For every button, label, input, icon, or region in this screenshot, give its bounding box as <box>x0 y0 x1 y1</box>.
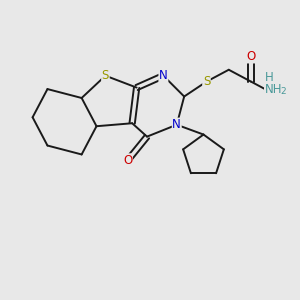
Text: O: O <box>246 50 256 63</box>
Text: O: O <box>123 154 132 167</box>
Text: N: N <box>159 69 168 82</box>
Text: S: S <box>102 69 109 82</box>
Text: N: N <box>172 118 181 131</box>
Text: S: S <box>203 75 210 88</box>
Text: H: H <box>265 71 273 84</box>
Text: NH: NH <box>265 82 282 96</box>
Text: 2: 2 <box>280 87 286 96</box>
